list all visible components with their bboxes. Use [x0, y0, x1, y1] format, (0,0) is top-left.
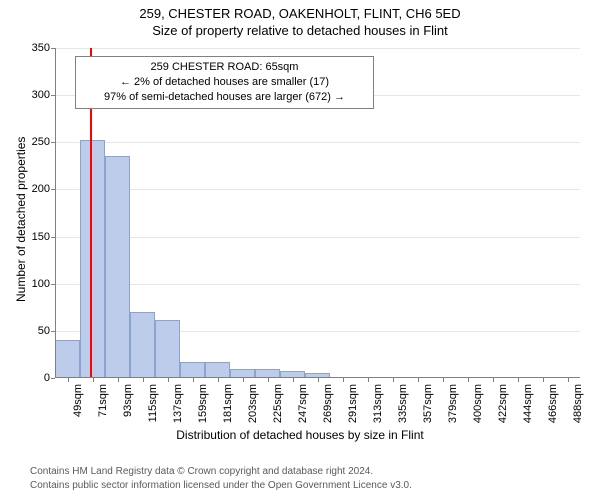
- histogram-bar: [180, 362, 205, 378]
- x-tick-mark: [168, 378, 169, 382]
- y-tick-label: 0: [22, 372, 50, 384]
- histogram-bar: [205, 362, 230, 378]
- y-tick-label: 250: [22, 136, 50, 148]
- histogram-bar: [80, 140, 105, 378]
- title-subtitle: Size of property relative to detached ho…: [0, 23, 600, 38]
- x-tick-mark: [568, 378, 569, 382]
- x-tick-mark: [93, 378, 94, 382]
- histogram-bar: [105, 156, 130, 378]
- grid-line: [55, 142, 580, 143]
- histogram-bar: [55, 340, 80, 378]
- x-tick-label: 49sqm: [72, 384, 84, 432]
- annotation-box: 259 CHESTER ROAD: 65sqm← 2% of detached …: [75, 56, 374, 109]
- x-tick-mark: [518, 378, 519, 382]
- footer-line-1: Contains HM Land Registry data © Crown c…: [30, 465, 412, 479]
- footer-attribution: Contains HM Land Registry data © Crown c…: [30, 465, 412, 492]
- y-tick-label: 200: [22, 183, 50, 195]
- y-tick-mark: [51, 331, 55, 332]
- footer-line-2: Contains public sector information licen…: [30, 479, 412, 493]
- x-tick-label: 466sqm: [547, 384, 559, 432]
- x-tick-mark: [243, 378, 244, 382]
- x-tick-mark: [293, 378, 294, 382]
- x-tick-mark: [218, 378, 219, 382]
- chart-titles: 259, CHESTER ROAD, OAKENHOLT, FLINT, CH6…: [0, 0, 600, 38]
- x-tick-mark: [493, 378, 494, 382]
- grid-line: [55, 48, 580, 49]
- x-tick-label: 115sqm: [147, 384, 159, 432]
- x-tick-label: 379sqm: [447, 384, 459, 432]
- y-axis-line: [55, 48, 56, 378]
- x-tick-label: 291sqm: [347, 384, 359, 432]
- x-tick-label: 71sqm: [97, 384, 109, 432]
- x-tick-label: 313sqm: [372, 384, 384, 432]
- grid-line: [55, 189, 580, 190]
- x-tick-mark: [368, 378, 369, 382]
- x-tick-mark: [143, 378, 144, 382]
- x-tick-label: 444sqm: [522, 384, 534, 432]
- x-tick-mark: [343, 378, 344, 382]
- x-tick-mark: [443, 378, 444, 382]
- x-tick-mark: [468, 378, 469, 382]
- grid-line: [55, 284, 580, 285]
- histogram-bar: [155, 320, 180, 378]
- x-tick-label: 247sqm: [297, 384, 309, 432]
- annotation-line: ← 2% of detached houses are smaller (17): [82, 75, 367, 90]
- y-tick-label: 100: [22, 278, 50, 290]
- title-address: 259, CHESTER ROAD, OAKENHOLT, FLINT, CH6…: [0, 6, 600, 21]
- x-tick-label: 488sqm: [572, 384, 584, 432]
- y-tick-mark: [51, 189, 55, 190]
- x-tick-label: 269sqm: [322, 384, 334, 432]
- histogram-bar: [130, 312, 155, 378]
- x-tick-label: 225sqm: [272, 384, 284, 432]
- x-tick-mark: [318, 378, 319, 382]
- y-tick-label: 350: [22, 42, 50, 54]
- x-tick-label: 335sqm: [397, 384, 409, 432]
- y-tick-mark: [51, 142, 55, 143]
- y-tick-label: 300: [22, 89, 50, 101]
- y-tick-mark: [51, 48, 55, 49]
- y-tick-label: 50: [22, 325, 50, 337]
- y-tick-mark: [51, 284, 55, 285]
- x-tick-label: 422sqm: [497, 384, 509, 432]
- y-tick-mark: [51, 237, 55, 238]
- x-tick-label: 203sqm: [247, 384, 259, 432]
- x-tick-label: 357sqm: [422, 384, 434, 432]
- chart-container: Number of detached properties 0501001502…: [0, 42, 600, 437]
- x-tick-mark: [118, 378, 119, 382]
- x-tick-mark: [193, 378, 194, 382]
- y-tick-mark: [51, 95, 55, 96]
- x-tick-mark: [68, 378, 69, 382]
- x-tick-label: 181sqm: [222, 384, 234, 432]
- grid-line: [55, 237, 580, 238]
- x-tick-mark: [393, 378, 394, 382]
- x-tick-label: 137sqm: [172, 384, 184, 432]
- x-axis-label: Distribution of detached houses by size …: [0, 428, 600, 442]
- annotation-line: 259 CHESTER ROAD: 65sqm: [82, 60, 367, 75]
- x-tick-label: 93sqm: [122, 384, 134, 432]
- x-tick-mark: [268, 378, 269, 382]
- x-tick-mark: [543, 378, 544, 382]
- y-tick-label: 150: [22, 231, 50, 243]
- x-tick-mark: [418, 378, 419, 382]
- y-tick-mark: [51, 378, 55, 379]
- x-tick-label: 159sqm: [197, 384, 209, 432]
- x-tick-label: 400sqm: [472, 384, 484, 432]
- annotation-line: 97% of semi-detached houses are larger (…: [82, 90, 367, 105]
